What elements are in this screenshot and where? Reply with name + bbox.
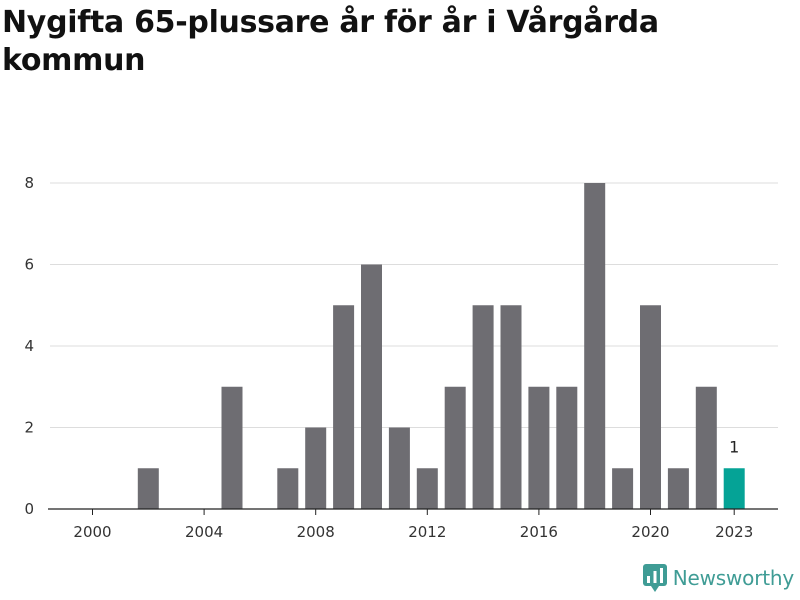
bar-2023 [723, 468, 745, 509]
bar-2018 [584, 183, 606, 509]
x-tick-labels: 2000 2004 2008 2012 2016 2020 2023 [73, 523, 753, 541]
grid-lines [50, 182, 778, 428]
bar-2005 [221, 386, 243, 509]
bar-2020 [640, 305, 661, 509]
bar-2011 [388, 427, 410, 509]
bar-2014 [472, 305, 494, 509]
brand-name: Newsworthy [672, 566, 794, 590]
bar-2021 [667, 468, 689, 509]
x-tick-label-2004: 2004 [185, 523, 223, 541]
bar-2002 [137, 468, 159, 509]
bar-2016 [528, 386, 550, 509]
chart-title: Nygifta 65-plussare år för år i Vårgårda… [2, 5, 659, 78]
y-tick-label-0: 0 [24, 500, 34, 518]
x-tick-label-2000: 2000 [73, 523, 111, 541]
x-tick-label-2020: 2020 [631, 523, 669, 541]
x-tick-label-2012: 2012 [408, 523, 446, 541]
bar-2019 [612, 468, 634, 509]
bar-2012 [416, 468, 438, 509]
bar-2007 [277, 468, 299, 509]
x-tick-label-2016: 2016 [520, 523, 558, 541]
data-label-2023: 1 [729, 437, 739, 456]
bar-2017 [556, 386, 578, 509]
y-tick-labels: 0 2 4 6 8 [24, 174, 34, 518]
x-tick-label-2008: 2008 [297, 523, 335, 541]
y-tick-label-2: 2 [24, 419, 34, 437]
x-tick-label-2023: 2023 [715, 523, 753, 541]
y-tick-label-8: 8 [24, 174, 34, 192]
brand-footer: Newsworthy [642, 564, 794, 592]
bar-2010 [361, 264, 382, 509]
y-tick-label-4: 4 [24, 337, 34, 355]
bar-2008 [305, 427, 327, 509]
x-axis [48, 508, 778, 515]
bars [137, 183, 745, 509]
bar-2009 [333, 305, 355, 509]
newsworthy-logo-icon [642, 564, 667, 592]
bar-2013 [444, 386, 466, 509]
bar-2015 [500, 305, 522, 509]
data-labels: 1 [729, 437, 739, 456]
y-tick-label-6: 6 [24, 256, 34, 274]
bar-2022 [695, 386, 717, 509]
